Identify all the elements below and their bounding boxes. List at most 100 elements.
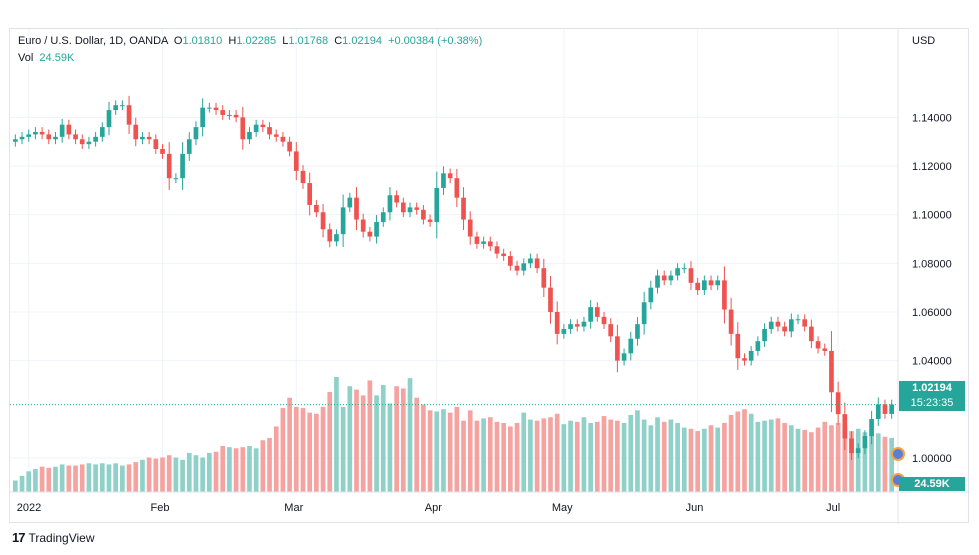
vol-key: Vol <box>18 52 34 64</box>
volume-bar <box>327 391 333 492</box>
candle-body <box>675 268 680 276</box>
volume-bar <box>99 463 105 492</box>
volume-bar <box>13 480 18 492</box>
candle-body <box>240 117 246 140</box>
close-value: 1.02194 <box>342 35 382 47</box>
x-tick-label: May <box>552 502 573 514</box>
x-tick-label: Feb <box>151 502 170 514</box>
volume-bar <box>193 455 199 492</box>
volume-bar <box>628 414 634 492</box>
candle-body <box>59 124 65 137</box>
price-axis: 1.14000 1.12000 1.10000 1.08000 1.06000 1.040… <box>912 112 952 465</box>
volume-bar <box>300 408 306 492</box>
volume-bar <box>334 377 339 492</box>
candle-body <box>588 307 593 322</box>
candle-body <box>501 253 507 257</box>
candle-body <box>855 448 861 454</box>
candle-body <box>46 134 52 140</box>
candle-body <box>360 219 366 232</box>
candle-body <box>594 307 600 317</box>
candle-body <box>715 280 721 286</box>
volume-bar <box>86 463 92 492</box>
volume-bar <box>374 395 379 492</box>
volume-bar <box>615 420 620 492</box>
candle-body <box>327 229 333 242</box>
candle-body <box>220 110 226 115</box>
volume-bar <box>514 423 520 492</box>
candle-body <box>374 221 379 237</box>
volume-bar <box>441 409 446 492</box>
volume-bar <box>166 455 172 492</box>
candle-body <box>340 207 346 235</box>
candle-body <box>628 338 634 354</box>
branding[interactable]: 17 TradingView <box>12 530 95 545</box>
candle-body <box>688 268 694 283</box>
price-chart[interactable]: 1.14000 1.12000 1.10000 1.08000 1.06000 1.040… <box>10 29 970 524</box>
volume-bar <box>722 423 727 492</box>
volume-bar <box>802 429 808 492</box>
volume-bar <box>762 420 767 492</box>
volume-bar <box>594 421 600 492</box>
candle-body <box>140 136 145 140</box>
low-value: 1.01768 <box>288 35 329 47</box>
candle-body <box>869 419 874 437</box>
last-price-badge: 1.02194 <box>899 381 965 396</box>
candle-body <box>655 275 660 288</box>
candle-body <box>648 287 654 303</box>
candle-body <box>621 353 627 361</box>
symbol-title: Euro / U.S. Dollar, 1D, OANDA <box>18 35 168 47</box>
candle-body <box>247 131 252 140</box>
candle-body <box>260 124 266 128</box>
candle-body <box>768 321 774 330</box>
candle-body <box>193 127 199 140</box>
candle-body <box>762 329 767 342</box>
candle-body <box>809 326 814 342</box>
volume-bar <box>715 427 721 492</box>
volume-bar <box>862 432 868 492</box>
volume-bar <box>120 465 125 492</box>
candle-body <box>93 136 98 142</box>
candle-body <box>367 231 373 237</box>
candle-body <box>508 256 513 266</box>
volume-bar <box>273 426 279 492</box>
volume-bar <box>113 463 119 492</box>
candle-body <box>849 438 854 454</box>
volume-bar <box>688 428 694 492</box>
open-key: O <box>173 35 183 47</box>
candle-body <box>802 319 808 327</box>
volume-bar <box>394 386 399 492</box>
candle-body <box>548 287 553 312</box>
candle-body <box>735 333 741 359</box>
volume-bar <box>809 432 814 492</box>
candle-body <box>574 324 580 327</box>
candle-body <box>461 197 466 220</box>
volume-bar <box>260 440 266 492</box>
volume-bar <box>708 425 714 492</box>
volume-bar <box>675 423 680 492</box>
vol-value: 24.59K <box>39 52 75 64</box>
candle-body <box>782 326 787 332</box>
volume-bar <box>648 425 654 492</box>
brand-name: TradingView <box>28 530 95 545</box>
volume-bar <box>93 464 98 492</box>
candle-body <box>795 319 801 321</box>
candle-body <box>126 105 132 125</box>
candle-body <box>441 173 446 188</box>
candle-body <box>681 268 687 270</box>
globe-icon[interactable] <box>891 447 905 487</box>
volume-bar <box>320 406 326 492</box>
volume-bar <box>387 403 393 492</box>
volume-bar <box>79 464 85 492</box>
volume-bar <box>186 452 192 492</box>
volume-bar <box>521 412 527 492</box>
candle-body <box>280 136 286 142</box>
currency-label[interactable]: USD <box>912 35 936 47</box>
candle-body <box>822 348 828 351</box>
volume-bar <box>608 419 614 492</box>
candle-body <box>708 280 714 286</box>
chart-frame[interactable]: 1.14000 1.12000 1.10000 1.08000 1.06000 1.040… <box>9 28 970 524</box>
candle-body <box>467 219 473 237</box>
candle-body <box>447 173 453 179</box>
volume-bar <box>561 424 567 492</box>
volume-bar <box>601 416 607 492</box>
